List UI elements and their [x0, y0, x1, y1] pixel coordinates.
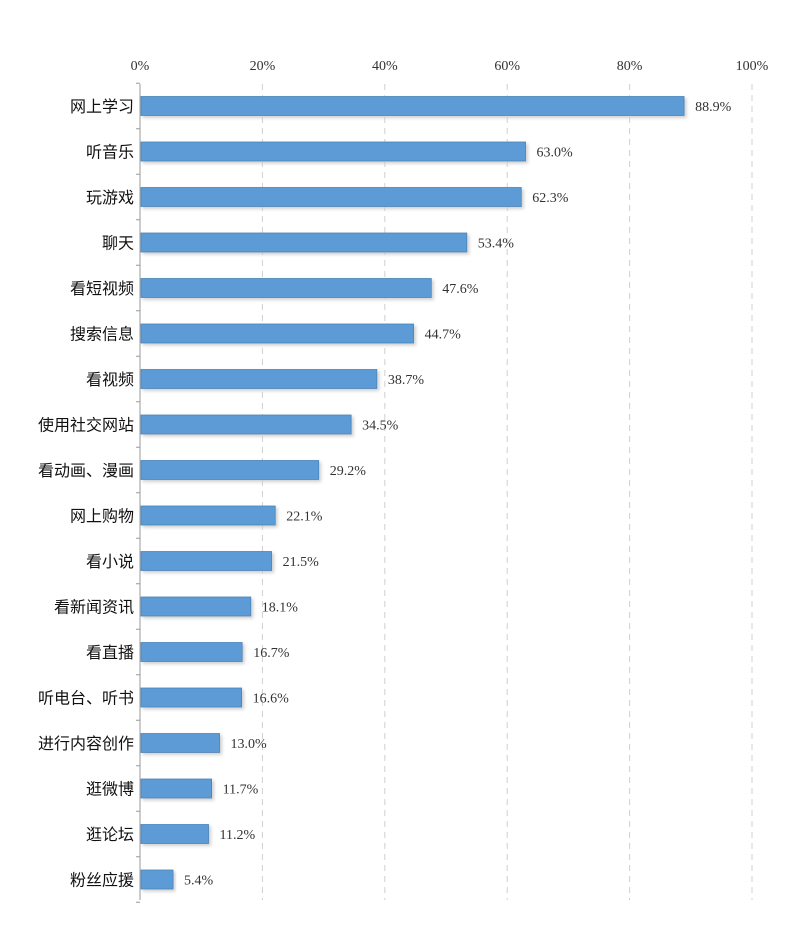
bar — [140, 551, 272, 571]
category-label: 看新闻资讯 — [54, 598, 134, 617]
category-label: 玩游戏 — [86, 188, 134, 207]
value-label: 29.2% — [330, 464, 367, 479]
value-label: 16.7% — [253, 646, 289, 661]
value-label: 13.0% — [231, 737, 268, 752]
value-label: 21.5% — [283, 555, 320, 570]
bar — [140, 824, 209, 844]
bar — [140, 505, 276, 526]
value-label: 16.6% — [253, 692, 289, 707]
x-tick-label: 80% — [617, 59, 643, 74]
x-tick-label: 60% — [494, 59, 520, 74]
category-label: 看动画、漫画 — [38, 461, 134, 480]
category-label: 粉丝应援 — [70, 871, 134, 890]
category-label: 听音乐 — [86, 143, 134, 162]
bar — [140, 642, 243, 662]
bar — [140, 733, 220, 753]
category-label: 看视频 — [86, 370, 134, 389]
category-label: 看短视频 — [70, 279, 134, 298]
x-tick-label: 40% — [372, 59, 398, 74]
bar — [140, 414, 352, 435]
value-label: 38.7% — [388, 373, 425, 388]
x-tick-label: 100% — [736, 59, 769, 74]
bar — [140, 460, 320, 480]
bar — [140, 141, 526, 162]
value-label: 47.6% — [442, 282, 479, 297]
bar — [140, 369, 378, 389]
category-label: 进行内容创作 — [38, 734, 134, 753]
category-label: 网上购物 — [70, 507, 134, 526]
value-label: 22.1% — [286, 510, 323, 525]
value-label: 5.4% — [184, 874, 214, 889]
value-label: 18.1% — [262, 601, 299, 616]
bar — [140, 778, 213, 799]
bar — [140, 869, 174, 890]
value-label: 62.3% — [532, 191, 569, 206]
bar — [140, 323, 414, 344]
bar — [140, 596, 252, 617]
category-label: 看小说 — [86, 552, 134, 571]
category-label: 逛论坛 — [86, 825, 134, 844]
value-label: 11.2% — [220, 828, 256, 843]
value-label: 63.0% — [537, 146, 574, 161]
x-tick-label: 20% — [250, 59, 276, 74]
category-label: 搜索信息 — [70, 325, 134, 344]
value-label: 44.7% — [425, 328, 462, 343]
value-label: 53.4% — [478, 237, 514, 252]
bar — [140, 687, 242, 708]
category-label: 逛微博 — [86, 780, 134, 799]
category-label: 听电台、听书 — [38, 689, 134, 708]
bar — [140, 278, 432, 298]
x-tick-label: 0% — [131, 59, 150, 74]
bar — [140, 232, 468, 253]
category-label: 使用社交网站 — [38, 416, 134, 435]
bar — [140, 187, 522, 207]
bar — [140, 96, 685, 116]
category-label: 聊天 — [102, 234, 134, 253]
value-label: 88.9% — [695, 100, 732, 115]
category-label: 看直播 — [86, 643, 134, 662]
category-label: 网上学习 — [70, 97, 134, 116]
value-label: 34.5% — [362, 419, 399, 434]
value-label: 11.7% — [223, 783, 259, 798]
